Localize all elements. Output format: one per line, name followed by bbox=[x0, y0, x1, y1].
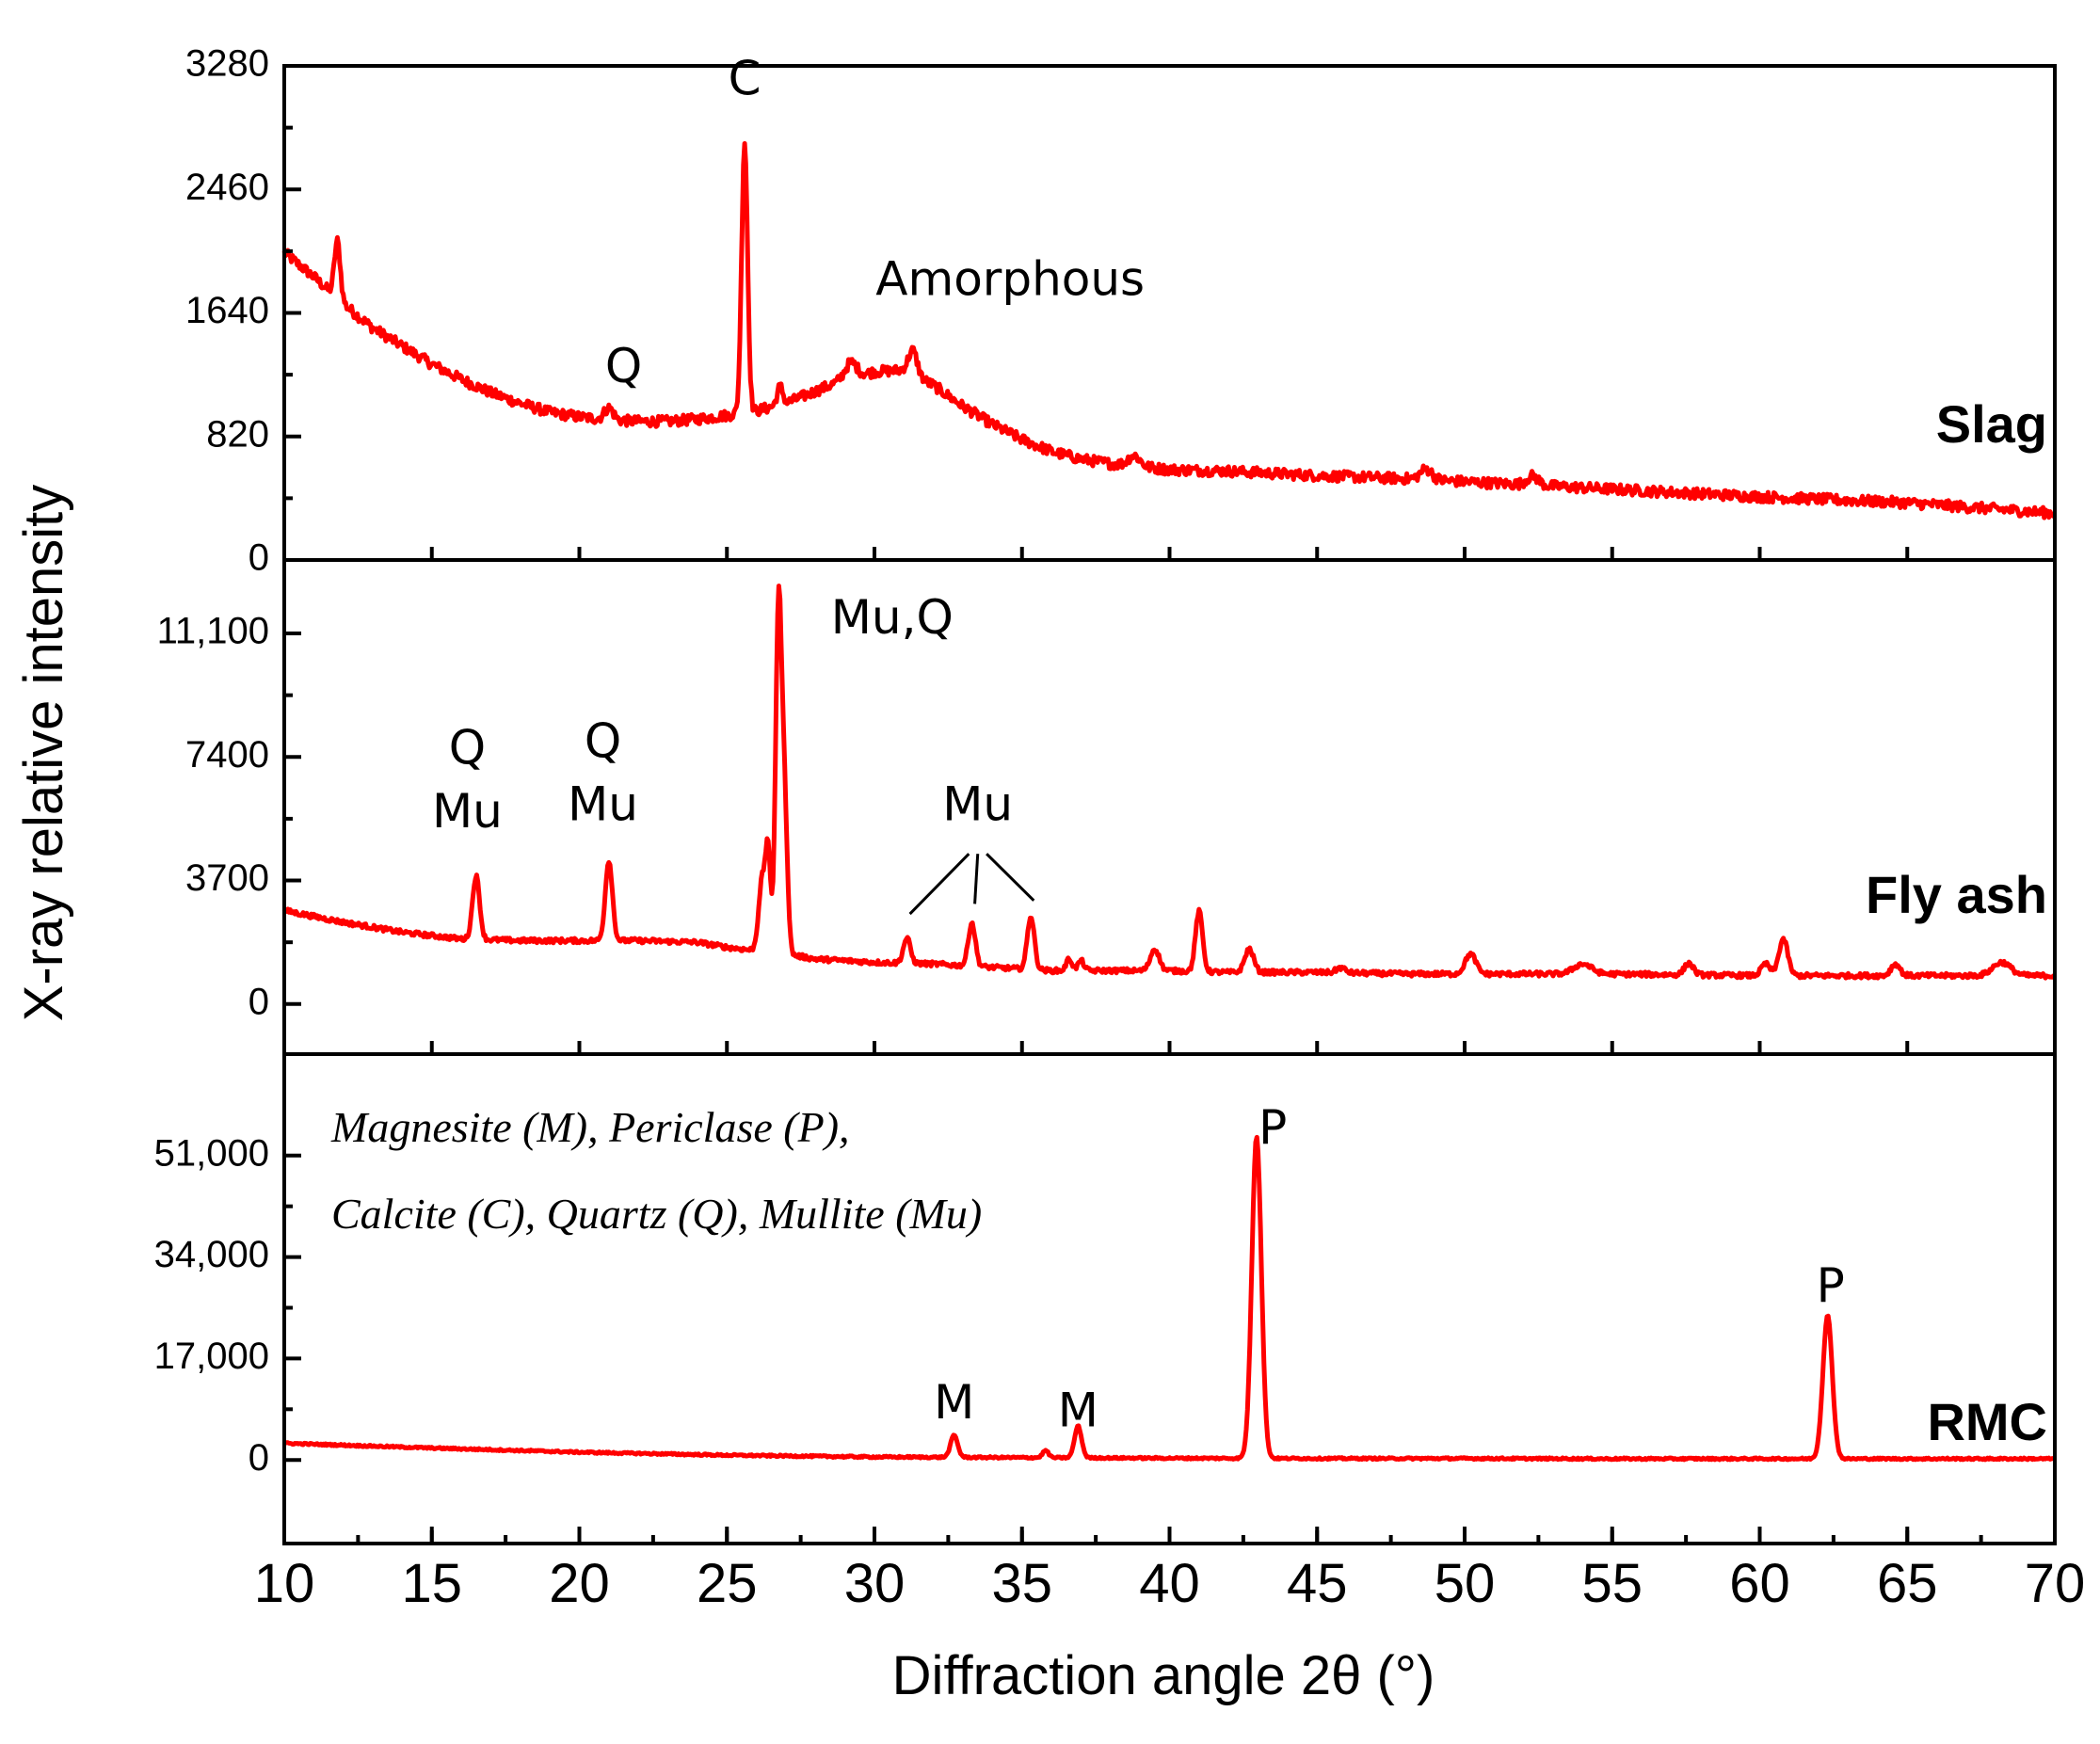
peak-label-amorphous: Amorphous bbox=[875, 251, 1145, 306]
peak-label-q: Q bbox=[605, 339, 642, 393]
y-tick-label-rmc: 34,000 bbox=[154, 1234, 269, 1275]
trace-slag bbox=[281, 141, 2057, 520]
y-axis-title: X-ray relative intensity bbox=[13, 485, 74, 1022]
y-tick-label-fly-ash: 3700 bbox=[185, 857, 269, 899]
peak-label-q: Q bbox=[449, 720, 486, 775]
panel-label-slag: Slag bbox=[1936, 394, 2047, 454]
y-tick-label-fly-ash: 11,100 bbox=[157, 611, 269, 652]
panel-label-rmc: RMC bbox=[1927, 1392, 2047, 1451]
x-tick-label: 45 bbox=[1287, 1553, 1348, 1614]
panel-frame-slag bbox=[282, 64, 2057, 562]
x-tick-label: 40 bbox=[1139, 1553, 1200, 1614]
x-axis-title: Diffraction angle 2θ (°) bbox=[892, 1645, 1435, 1706]
y-tick-label-fly-ash: 0 bbox=[248, 981, 269, 1022]
y-tick-label-slag: 820 bbox=[206, 413, 269, 455]
peak-label-mu: Mu bbox=[432, 784, 503, 839]
peak-label-p: P bbox=[1258, 1100, 1287, 1155]
legend-note-line-1: Magnesite (M), Periclase (P), bbox=[330, 1103, 850, 1151]
peak-label-m: M bbox=[1058, 1384, 1098, 1438]
x-tick-label: 65 bbox=[1877, 1553, 1938, 1614]
y-tick-label-rmc: 0 bbox=[248, 1437, 269, 1479]
y-tick-label-slag: 3280 bbox=[185, 43, 269, 85]
peak-label-mu: Mu bbox=[568, 777, 638, 832]
peak-label-m: M bbox=[934, 1375, 974, 1430]
x-tick-label: 55 bbox=[1581, 1553, 1643, 1614]
leader-line bbox=[908, 853, 970, 916]
x-tick-label: 50 bbox=[1435, 1553, 1496, 1614]
x-tick-label: 60 bbox=[1729, 1553, 1790, 1614]
panels-layer: 0 820 1640 2460 3280 Slag C Q Amorphous 0 3700 7400… bbox=[154, 43, 2057, 1479]
panel-label-fly-ash: Fly ash bbox=[1866, 865, 2047, 924]
peak-label-mu: Mu bbox=[942, 777, 1013, 832]
x-tick-label: 15 bbox=[401, 1553, 462, 1614]
panel-fly-ash: 0 3700 7400 11,100 Fly ash Mu,Q Q Mu Q Mu Mu bbox=[157, 584, 2057, 1022]
x-tick-label: 10 bbox=[254, 1553, 315, 1614]
x-tick-label: 30 bbox=[844, 1553, 906, 1614]
peak-label-p: P bbox=[1817, 1258, 1845, 1313]
y-tick-label-fly-ash: 7400 bbox=[185, 734, 269, 776]
panel-slag: 0 820 1640 2460 3280 Slag C Q Amorphous bbox=[185, 43, 2057, 579]
y-tick-label-slag: 0 bbox=[248, 537, 269, 579]
x-tick-label: 20 bbox=[549, 1553, 610, 1614]
peak-label-q: Q bbox=[585, 713, 621, 768]
x-axis-ticks: 10 15 20 25 30 35 40 45 50 55 60 65 70 bbox=[254, 1527, 2086, 1614]
legend-note-line-2: Calcite (C), Quartz (Q), Mullite (Mu) bbox=[331, 1190, 982, 1238]
x-tick-label: 25 bbox=[697, 1553, 758, 1614]
trace-fly-ash bbox=[281, 584, 2057, 981]
y-tick-label-rmc: 17,000 bbox=[154, 1336, 269, 1377]
peak-label-c: C bbox=[729, 51, 761, 105]
x-tick-label: 35 bbox=[991, 1553, 1052, 1614]
leader-line bbox=[973, 854, 980, 904]
frame-layer bbox=[282, 64, 2057, 1545]
panel-rmc: 0 17,000 34,000 51,000 RMC P P M M bbox=[154, 1100, 2057, 1479]
y-tick-label-rmc: 51,000 bbox=[154, 1132, 269, 1174]
trace-rmc bbox=[282, 1134, 2057, 1463]
panel-frame-fly-ash bbox=[282, 558, 2057, 1056]
y-tick-label-slag: 1640 bbox=[185, 290, 269, 331]
x-tick-label: 70 bbox=[2025, 1553, 2086, 1614]
leader-line bbox=[986, 853, 1035, 902]
y-tick-label-slag: 2460 bbox=[185, 167, 269, 208]
peak-label-mu-q: Mu,Q bbox=[831, 590, 954, 645]
